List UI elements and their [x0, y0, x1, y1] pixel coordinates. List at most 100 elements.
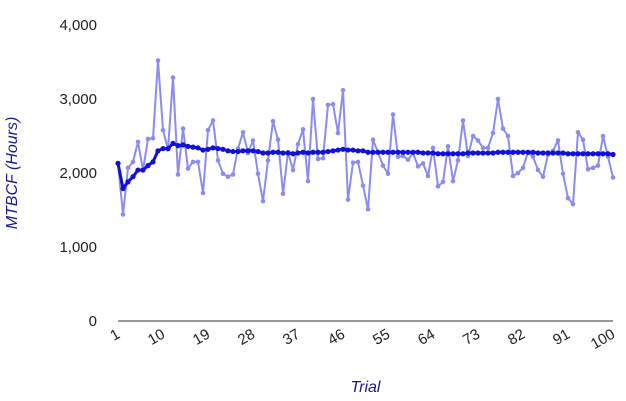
series-2-point [390, 149, 396, 155]
series-2-point [425, 150, 431, 156]
series-2-point [135, 167, 141, 173]
series-1-point [275, 137, 281, 142]
series-1-point [330, 101, 336, 107]
series-2-point [480, 150, 486, 156]
y-axis-title: MTBCF (Hours) [4, 117, 21, 230]
series-2-point [460, 151, 466, 157]
series-1-point [315, 156, 321, 162]
series-1-point [580, 137, 586, 142]
series-1-point [530, 154, 536, 160]
series-2-point [145, 163, 151, 169]
series-2-point [495, 149, 501, 155]
x-tick-label: 46 [325, 326, 348, 349]
series-1-point [610, 175, 616, 180]
series-2-point [595, 151, 601, 157]
series-1-point [520, 165, 526, 171]
series-2-point [440, 151, 446, 157]
series-2-point [270, 149, 276, 155]
series-1-point [185, 166, 191, 171]
series-2-point [120, 185, 126, 192]
series-1-point [535, 167, 541, 173]
series-2-point [360, 148, 366, 154]
series-2-point [345, 147, 351, 153]
series-layer [115, 58, 616, 217]
x-tick-label: 28 [235, 326, 258, 349]
series-2-point [585, 151, 591, 157]
series-2-point [140, 167, 146, 173]
series-1-point [395, 154, 401, 160]
series-1-point [265, 158, 271, 163]
series-1-point [260, 198, 266, 204]
series-2-point [575, 151, 581, 157]
series-1-point [435, 184, 441, 189]
series-2-point [470, 150, 476, 156]
series-2-point [405, 149, 411, 155]
series-1-point [460, 118, 466, 123]
series-1-point [300, 127, 306, 132]
series-1-point [425, 173, 431, 179]
y-tick-label: 2,000 [59, 165, 97, 182]
series-2-point [365, 149, 371, 155]
series-1-point [595, 163, 601, 168]
series-2-point [290, 151, 296, 157]
series-2-point [255, 148, 261, 155]
series-2-point [265, 150, 271, 156]
series-1-point [430, 145, 436, 151]
series-1-point [490, 130, 496, 136]
series-2-point [330, 148, 336, 154]
series-1-point [560, 171, 566, 177]
series-1-point [195, 159, 201, 165]
x-tick-label: 55 [370, 326, 393, 349]
series-2-point [550, 150, 556, 156]
series-2-point [380, 149, 386, 155]
series-2-point [220, 146, 226, 152]
series-2-point [325, 148, 331, 155]
x-axis-title: Trial [351, 379, 381, 396]
series-1-point [505, 133, 511, 139]
series-1-point [470, 133, 476, 139]
series-1-point [590, 165, 596, 171]
series-2-point [395, 149, 401, 155]
series-1-point [155, 58, 161, 63]
series-1-point [405, 157, 411, 162]
series-1-point [515, 170, 521, 176]
series-1-point [500, 126, 506, 131]
series-2-point [580, 151, 586, 157]
series-1-point [250, 138, 256, 143]
series-2-point [200, 147, 206, 153]
series-2-point [165, 145, 171, 152]
series-2-point [115, 160, 121, 166]
series-2-point [215, 145, 221, 152]
series-2-point [475, 150, 481, 156]
series-2-point [315, 149, 321, 155]
series-2-point [450, 151, 456, 157]
series-1-point [575, 130, 581, 135]
series-1-point [400, 153, 406, 159]
series-2-point [600, 151, 606, 157]
series-2-point [295, 150, 301, 156]
series-1-point [415, 164, 421, 169]
series-1-point [385, 171, 391, 177]
series-2-point [490, 150, 496, 156]
series-1-point [360, 183, 366, 188]
series-1-point [255, 171, 261, 177]
series-2-point [180, 142, 186, 148]
x-tick-label: 73 [460, 326, 483, 349]
series-2-point [605, 151, 611, 157]
series-2-point [500, 149, 506, 155]
series-2-point [370, 149, 376, 155]
series-2-point [310, 149, 316, 155]
x-tick-label: 82 [505, 326, 528, 349]
series-1-point [345, 197, 351, 202]
series-1-point [215, 158, 221, 163]
series-2-point [155, 148, 161, 154]
series-2 [115, 140, 616, 192]
series-1-point [150, 135, 156, 141]
series-1-point [325, 102, 331, 108]
series-1-point [510, 173, 516, 179]
series-2-point [530, 149, 536, 155]
series-1-point [495, 96, 501, 102]
series-2-point [410, 149, 416, 155]
series-1-point [305, 178, 311, 184]
